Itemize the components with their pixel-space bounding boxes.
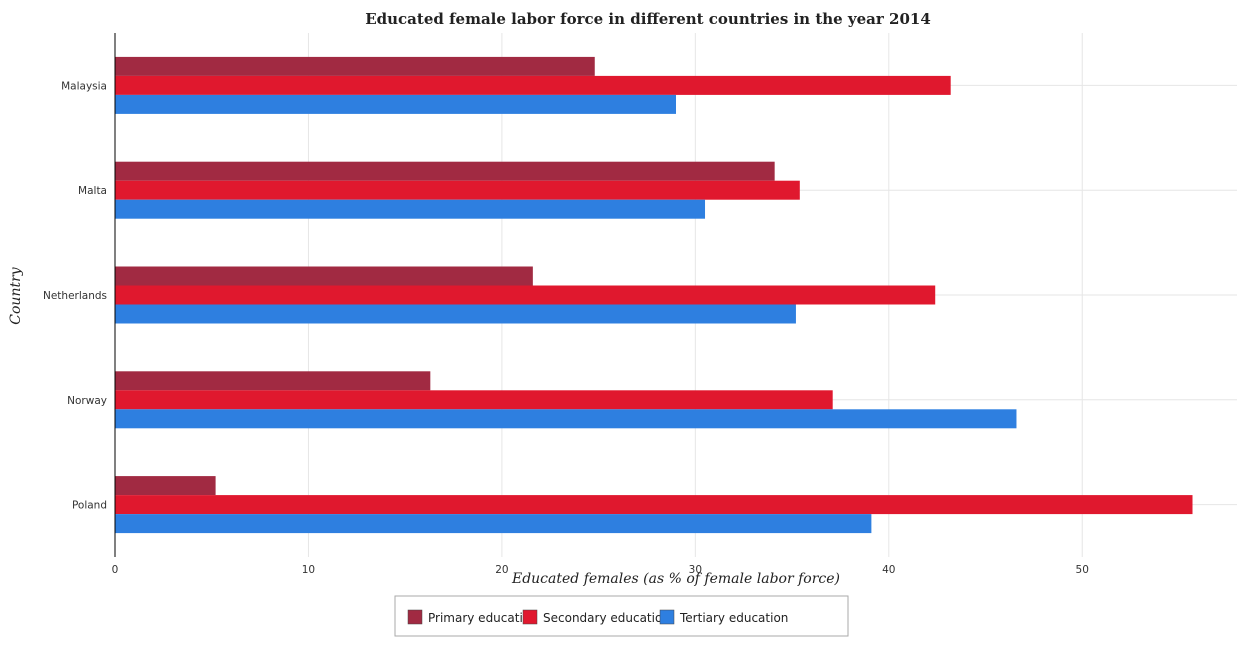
legend-box	[394, 595, 849, 637]
bar	[115, 199, 706, 219]
x-tick-labels: 0 10 20 30 40 50	[112, 564, 1089, 576]
x-tick-label: 50	[1076, 564, 1089, 576]
chart-title: Educated female labor force in different…	[365, 10, 931, 28]
bar	[115, 180, 800, 200]
y-tick-labels: Malaysia Malta Netherlands Norway Poland	[43, 80, 107, 511]
bars	[115, 56, 1193, 534]
bar	[115, 495, 1193, 515]
legend: Primary education Secondary education Tert…	[394, 595, 849, 637]
y-tick-label: Poland	[72, 500, 107, 512]
y-tick-label: Malta	[78, 185, 107, 197]
y-tick-label: Norway	[67, 395, 107, 407]
x-tick-label: 20	[495, 564, 508, 576]
bar	[115, 94, 676, 114]
x-tick-label: 40	[882, 564, 895, 576]
bar	[115, 304, 796, 324]
bar	[115, 409, 1017, 429]
legend-label: Primary education	[428, 611, 538, 625]
y-tick-label: Malaysia	[61, 80, 107, 92]
bar	[115, 285, 936, 305]
legend-label: Secondary education	[543, 611, 670, 625]
x-tick-label: 10	[302, 564, 315, 576]
y-axis-label: Country	[8, 266, 24, 324]
bar	[115, 266, 533, 286]
bar	[115, 161, 775, 181]
bar	[115, 56, 595, 76]
bar	[115, 390, 833, 410]
x-tick-label: 0	[112, 564, 119, 576]
bar	[115, 476, 216, 496]
bar	[115, 75, 951, 95]
y-tick-label: Netherlands	[43, 290, 107, 302]
bar	[115, 371, 431, 391]
legend-swatch	[407, 609, 423, 625]
x-axis-label: Educated females (as % of female labor f…	[511, 571, 840, 587]
legend-label: Tertiary education	[679, 611, 788, 625]
legend-swatch	[522, 609, 538, 625]
bar	[115, 514, 872, 534]
x-tick-label: 30	[689, 564, 702, 576]
legend-swatch	[659, 609, 675, 625]
